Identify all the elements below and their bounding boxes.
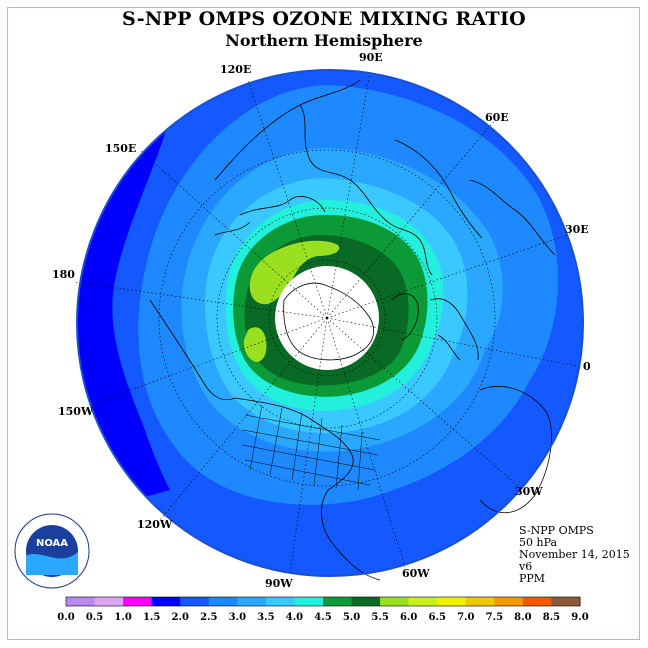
longitude-labels: 90E 60E 30E 0 30W 60W 90W 120W 150W 180 … [52,51,591,590]
colorbar-tick-label: 2.5 [200,612,217,623]
colorbar-swatch [123,597,153,606]
lon-label-90w: 90W [265,577,293,590]
colorbar-tick-label: 4.5 [314,612,331,623]
colorbar-tick-label: 7.5 [486,612,503,623]
coast-africa [479,386,552,514]
colorbar-tick-label: 8.0 [514,612,531,623]
lon-label-60e: 60E [485,111,509,124]
colorbar-tick-label: 1.0 [114,612,131,623]
lon-label-150w: 150W [58,405,94,418]
info-block: S-NPP OMPS 50 hPa November 14, 2015 v6 P… [519,525,630,585]
colorbar-tick-label: 6.5 [429,612,446,623]
colorbar-tick-label: 3.5 [257,612,274,623]
colorbar: 0.0 0.5 1.0 1.5 2.0 2.5 3.0 3.5 4.0 4.5 5.0 5.5 6.0 6… [57,596,589,623]
lon-label-60w: 60W [402,567,430,580]
colorbar-tick-label: 0.5 [86,612,103,623]
lon-label-180: 180 [52,268,75,281]
colorbar-tick-label: 3.0 [229,612,246,623]
logo-text: NOAA [36,538,68,549]
colorbar-tick-label: 9.0 [571,612,588,623]
coast-greenland-arctic [283,282,374,361]
colorbar-swatch [237,597,267,606]
colorbar-swatch [151,597,181,606]
colorbar-swatch [465,597,495,606]
info-version: v6 [519,560,533,573]
map-subtitle: Northern Hemisphere [225,31,423,50]
coast-north-america [234,397,381,581]
coast-scandinavia [391,293,419,341]
noaa-logo: NOAA [14,513,90,589]
colorbar-tick-label: 2.0 [172,612,189,623]
coast-siberia [214,196,326,236]
map-boundary [76,69,584,577]
colorbar-tick-label: 0.0 [57,612,74,623]
info-level: 50 hPa [519,536,558,549]
band-6-0-north [249,240,340,305]
us-state-grid [241,404,381,491]
info-instrument: S-NPP OMPS [519,524,594,537]
colorbar-swatch [351,597,381,606]
ozone-field [77,70,583,576]
info-date: November 14, 2015 [519,548,630,561]
lon-label-120w: 120W [137,518,173,531]
colorbar-tick-label: 8.5 [543,612,560,623]
colorbar-tick-label: 5.5 [371,612,388,623]
logo-wave [26,552,78,575]
figure-frame [7,7,640,640]
colorbar-swatch [294,597,324,606]
colorbar-swatch [380,597,410,606]
info-units: PPM [519,572,546,585]
colorbar-tick-label: 1.5 [143,612,160,623]
coastlines [149,79,556,581]
colorbar-swatch [522,597,552,606]
colorbar-swatch [494,597,524,606]
colorbar-tick-label: 5.0 [343,612,360,623]
lon-label-30w: 30W [515,485,543,498]
lon-label-90e: 90E [359,51,383,64]
colorbar-outline [65,596,581,607]
colorbar-tick-label: 6.0 [400,612,417,623]
map-title: S-NPP OMPS OZONE MIXING RATIO [121,8,527,30]
colorbar-swatch [323,597,353,606]
coast-asia [214,79,433,276]
colorbar-swatch [180,597,210,606]
colorbar-swatch [437,597,467,606]
coast-alaska [149,299,236,401]
lon-label-30e: 30E [565,223,589,236]
coast-europe [429,298,479,361]
colorbar-swatch [94,597,124,606]
colorbar-tick-label: 7.0 [457,612,474,623]
colorbar-swatch [265,597,295,606]
lon-label-0: 0 [583,360,591,373]
graticule [74,71,578,574]
lon-label-150e: 150E [105,142,136,155]
lon-label-120e: 120E [220,63,251,76]
colorbar-swatch [66,597,96,606]
colorbar-swatch [408,597,438,606]
colorbar-swatch [551,597,580,606]
colorbar-swatch [208,597,238,606]
colorbar-tick-label: 4.0 [286,612,303,623]
coast-india-arabia [394,139,556,256]
